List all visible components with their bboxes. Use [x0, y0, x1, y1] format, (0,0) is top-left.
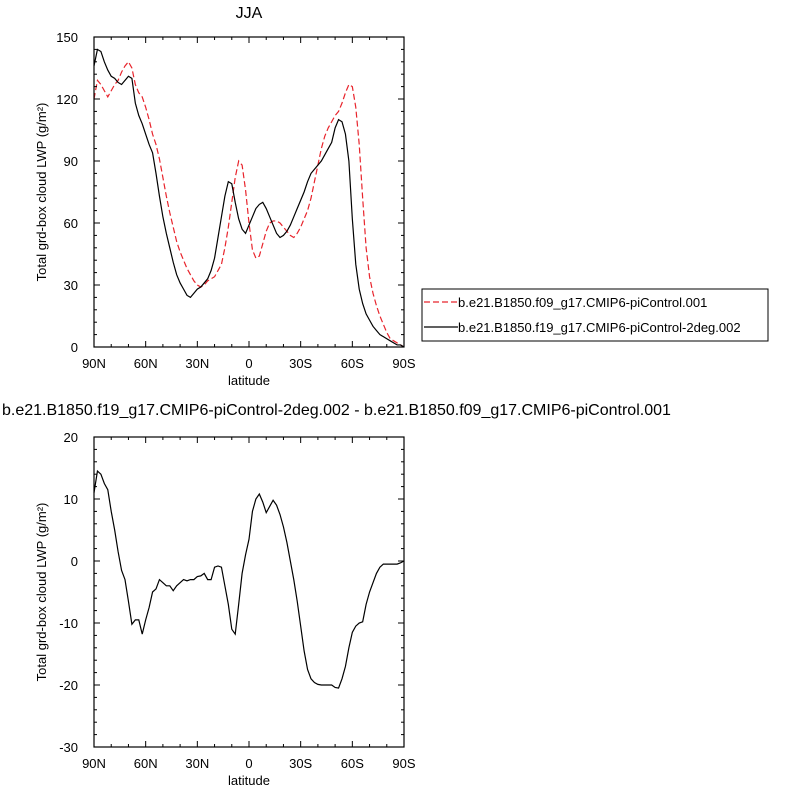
y-axis-label: Total grd-box cloud LWP (g/m²) [34, 103, 49, 282]
x-tick-label: 30S [289, 756, 312, 771]
series-line-1 [93, 48, 405, 348]
x-tick-label: 60S [341, 356, 364, 371]
legend-box [421, 288, 769, 342]
y-tick-label: 120 [56, 92, 78, 107]
series-line-0 [93, 60, 405, 348]
y-tick-label: 60 [64, 216, 78, 231]
y-tick-label: -10 [59, 616, 78, 631]
chart-title: JJA [236, 5, 263, 22]
y-tick-label: 0 [71, 554, 78, 569]
x-tick-label: 90N [82, 756, 106, 771]
y-axis-label: Total grd-box cloud LWP (g/m²) [34, 503, 49, 682]
x-tick-label: 90N [82, 356, 106, 371]
x-tick-label: 90S [392, 756, 415, 771]
y-tick-label: 0 [71, 340, 78, 355]
y-tick-label: 150 [56, 30, 78, 45]
x-tick-label: 30N [185, 356, 209, 371]
plot-frame [93, 436, 405, 748]
x-tick-label: 90S [392, 356, 415, 371]
legend-label-0: b.e21.B1850.f09_g17.CMIP6-piControl.001 [458, 295, 707, 310]
x-tick-label: 60N [134, 756, 158, 771]
x-tick-label: 30N [185, 756, 209, 771]
x-tick-label: 60N [134, 356, 158, 371]
y-tick-label: 20 [64, 430, 78, 445]
bottom-panel-difference: b.e21.B1850.f19_g17.CMIP6-piControl-2deg… [2, 402, 671, 788]
y-tick-label: -30 [59, 740, 78, 755]
plot-frame [93, 36, 405, 348]
top-panel-jja: JJA 90N 60N 30N 0 30S 60S 90S 0 30 60 90 120 150 latit… [34, 5, 769, 388]
x-tick-label: 30S [289, 356, 312, 371]
y-tick-label: 10 [64, 492, 78, 507]
x-tick-label: 60S [341, 756, 364, 771]
x-axis-label: latitude [228, 373, 270, 388]
y-tick-label: -20 [59, 678, 78, 693]
x-tick-label: 0 [245, 756, 252, 771]
x-tick-label: 0 [245, 356, 252, 371]
legend: b.e21.B1850.f09_g17.CMIP6-piControl.001b… [421, 288, 769, 342]
chart-title: b.e21.B1850.f19_g17.CMIP6-piControl-2deg… [2, 402, 671, 419]
series-line-0 [93, 469, 405, 689]
y-tick-label: 90 [64, 154, 78, 169]
y-tick-label: 30 [64, 278, 78, 293]
x-axis-label: latitude [228, 773, 270, 788]
legend-label-1: b.e21.B1850.f19_g17.CMIP6-piControl-2deg… [458, 320, 741, 335]
